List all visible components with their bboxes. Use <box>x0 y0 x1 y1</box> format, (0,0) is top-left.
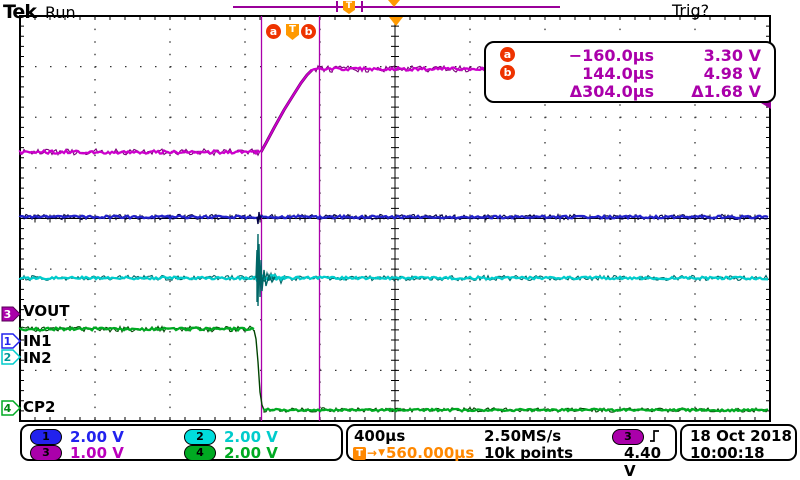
cursor-delta-row: Δ304.0µs Δ1.68 V <box>486 82 774 101</box>
record-expansion-marker-icon <box>388 0 400 7</box>
ch4-trace-edge <box>253 329 265 411</box>
ch2-position-marker: 2 <box>1 349 21 365</box>
date-readout: 18 Oct 2018 <box>690 427 792 445</box>
trace-label-in1: IN1 <box>23 332 52 350</box>
record-view-bar <box>233 6 560 8</box>
delay-value: 560.000µs <box>385 444 475 462</box>
ch4-scale: 2.00 V <box>224 444 278 462</box>
ch4-trace <box>262 407 769 413</box>
tek-logo: Tek <box>3 1 37 23</box>
cursor-b-voltage: 4.98 V <box>703 64 761 83</box>
delay-trigger-icon: T <box>353 446 366 460</box>
cursor-a-voltage: 3.30 V <box>703 46 761 65</box>
ch1-badge: 1 <box>30 429 62 445</box>
ch2-badge: 2 <box>184 429 216 445</box>
ch3-trace <box>18 148 261 156</box>
timebase-readout: 400µs <box>354 427 406 445</box>
ch1-trace-edge <box>256 211 262 225</box>
ch1-position-marker: 1 <box>1 333 21 349</box>
trace-label-cp2: CP2 <box>23 398 56 416</box>
cursor-b-time: 144.0µs <box>582 64 654 83</box>
svg-text:3: 3 <box>4 308 12 321</box>
channel-scales-box: 1 2.00 V 2 2.00 V 3 1.00 V 4 2.00 V <box>20 424 343 462</box>
svg-text:4: 4 <box>4 402 12 415</box>
acquisition-status: Run <box>45 3 76 22</box>
record-cursor-a-tick <box>336 1 338 12</box>
record-cursor-b-tick <box>361 1 363 12</box>
trigger-source-badge: 3 <box>612 429 644 445</box>
cursor-a-row: a −160.0µs 3.30 V <box>486 46 774 65</box>
delay-marker-icon: ▼ <box>378 448 385 458</box>
ch3-trace-edge <box>260 69 313 153</box>
ch3-position-marker: 3 <box>1 306 21 322</box>
horizontal-trigger-box: 400µs 2.50MS/s 3 T → ▼ 560.000µs 10k points… <box>346 424 677 480</box>
record-trigger-icon: T <box>343 1 355 14</box>
datetime-box: 18 Oct 2018 10:00:18 <box>680 424 797 462</box>
delay-readout: T → ▼ 560.000µs <box>353 444 474 462</box>
ch2-trace-edge <box>255 233 276 307</box>
trigger-level-readout: 4.40 V <box>624 444 662 480</box>
delay-arrow-icon: → <box>367 446 378 460</box>
cursor-b-badge: b <box>301 24 316 39</box>
ch1-trace <box>18 214 769 221</box>
cursor-b-row: b 144.0µs 4.98 V <box>486 64 774 83</box>
ch4-position-marker: 4 <box>1 400 21 416</box>
trigger-level-arrow-icon <box>761 97 771 109</box>
ch2-scale: 2.00 V <box>224 428 278 446</box>
trace-label-vout: VOUT <box>23 302 70 320</box>
cursor-a-time: −160.0µs <box>568 46 654 65</box>
cursor-delta-voltage: Δ1.68 V <box>691 82 761 101</box>
record-length-readout: 10k points <box>484 444 574 462</box>
ch4-badge: 4 <box>184 445 216 461</box>
rising-edge-icon <box>650 430 659 442</box>
sample-rate-readout: 2.50MS/s <box>484 427 562 445</box>
ch2-trace <box>18 275 769 281</box>
svg-text:1: 1 <box>4 335 12 348</box>
cursor-b-icon: b <box>500 65 515 80</box>
trace-label-in2: IN2 <box>23 349 52 367</box>
ch3-badge: 3 <box>30 445 62 461</box>
ch3-scale: 1.00 V <box>70 444 124 462</box>
expansion-point-marker-icon <box>389 17 403 26</box>
cursor-readout-box: a −160.0µs 3.30 V b 144.0µs 4.98 V Δ304.… <box>484 41 776 103</box>
svg-text:2: 2 <box>4 351 12 364</box>
trigger-position-badge: T <box>286 24 299 40</box>
cursor-a-icon: a <box>500 47 515 62</box>
ch1-scale: 2.00 V <box>70 428 124 446</box>
ch4-trace <box>18 326 255 333</box>
cursor-a-badge: a <box>266 24 281 39</box>
time-readout: 10:00:18 <box>690 444 765 462</box>
cursor-delta-time: Δ304.0µs <box>569 82 654 101</box>
